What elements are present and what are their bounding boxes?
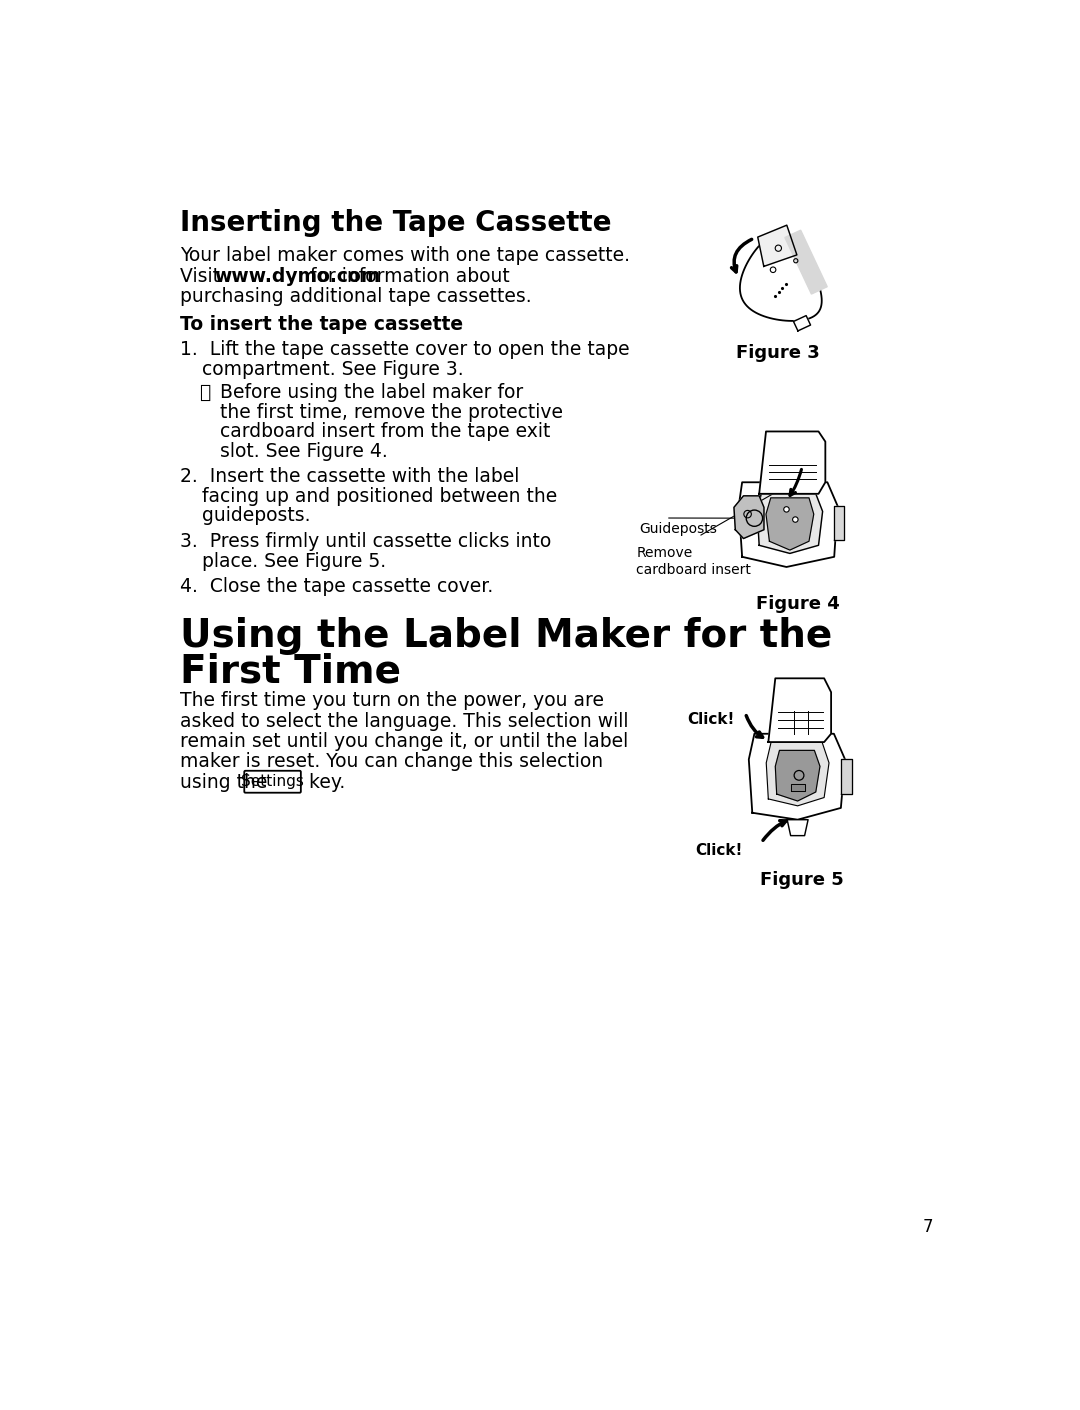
Text: the first time, remove the protective: the first time, remove the protective: [220, 402, 564, 422]
FancyBboxPatch shape: [244, 771, 301, 792]
Text: 1.  Lift the tape cassette cover to open the tape: 1. Lift the tape cassette cover to open …: [180, 340, 630, 360]
Polygon shape: [794, 316, 811, 331]
Text: Your label maker comes with one tape cassette.: Your label maker comes with one tape cas…: [180, 247, 630, 265]
Text: 2.  Insert the cassette with the label: 2. Insert the cassette with the label: [180, 467, 519, 486]
Text: ⓘ: ⓘ: [200, 384, 211, 402]
Polygon shape: [785, 230, 827, 295]
Text: 4.  Close the tape cassette cover.: 4. Close the tape cassette cover.: [180, 577, 494, 596]
Text: Figure 4: Figure 4: [756, 595, 839, 613]
Polygon shape: [766, 498, 813, 550]
Text: www.dymo.com: www.dymo.com: [214, 266, 380, 286]
Text: slot. See Figure 4.: slot. See Figure 4.: [220, 441, 388, 461]
Text: Visit: Visit: [180, 266, 226, 286]
Text: maker is reset. You can change this selection: maker is reset. You can change this sele…: [180, 753, 603, 771]
Circle shape: [784, 506, 789, 512]
Text: place. See Figure 5.: place. See Figure 5.: [202, 551, 386, 571]
Text: remain set until you change it, or until the label: remain set until you change it, or until…: [180, 732, 629, 752]
Text: The first time you turn on the power, you are: The first time you turn on the power, yo…: [180, 691, 604, 711]
Text: Before using the label maker for: Before using the label maker for: [220, 384, 524, 402]
Circle shape: [793, 517, 798, 522]
Text: Remove
cardboard insert: Remove cardboard insert: [636, 547, 752, 577]
Text: To insert the tape cassette: To insert the tape cassette: [180, 314, 463, 334]
Text: Click!: Click!: [696, 843, 743, 857]
Text: First Time: First Time: [180, 653, 401, 691]
Text: for information about: for information about: [303, 266, 510, 286]
Polygon shape: [757, 493, 823, 554]
Text: Settings: Settings: [241, 774, 303, 790]
Polygon shape: [841, 760, 852, 794]
Polygon shape: [740, 233, 822, 321]
Polygon shape: [768, 678, 832, 742]
Text: guideposts.: guideposts.: [202, 506, 310, 526]
Text: 7: 7: [922, 1218, 933, 1235]
Polygon shape: [834, 506, 845, 540]
Polygon shape: [734, 496, 764, 539]
Polygon shape: [759, 431, 825, 493]
Polygon shape: [739, 482, 838, 567]
Polygon shape: [758, 226, 797, 266]
Text: facing up and positioned between the: facing up and positioned between the: [202, 486, 557, 506]
Polygon shape: [775, 750, 820, 801]
Text: Figure 5: Figure 5: [759, 871, 843, 890]
Text: Inserting the Tape Cassette: Inserting the Tape Cassette: [180, 209, 611, 237]
Text: Guideposts: Guideposts: [638, 522, 717, 536]
Polygon shape: [791, 784, 805, 791]
Text: cardboard insert from the tape exit: cardboard insert from the tape exit: [220, 422, 551, 441]
Polygon shape: [748, 733, 845, 819]
Text: asked to select the language. This selection will: asked to select the language. This selec…: [180, 712, 629, 730]
Text: using the: using the: [180, 773, 273, 792]
Polygon shape: [766, 742, 829, 807]
Text: purchasing additional tape cassettes.: purchasing additional tape cassettes.: [180, 288, 531, 306]
Text: 3.  Press firmly until cassette clicks into: 3. Press firmly until cassette clicks in…: [180, 532, 551, 551]
Text: Using the Label Maker for the: Using the Label Maker for the: [180, 618, 833, 656]
Text: compartment. See Figure 3.: compartment. See Figure 3.: [202, 360, 463, 379]
Text: Click!: Click!: [688, 712, 735, 728]
Text: key.: key.: [302, 773, 345, 792]
Polygon shape: [787, 819, 808, 836]
Text: Figure 3: Figure 3: [737, 344, 820, 362]
